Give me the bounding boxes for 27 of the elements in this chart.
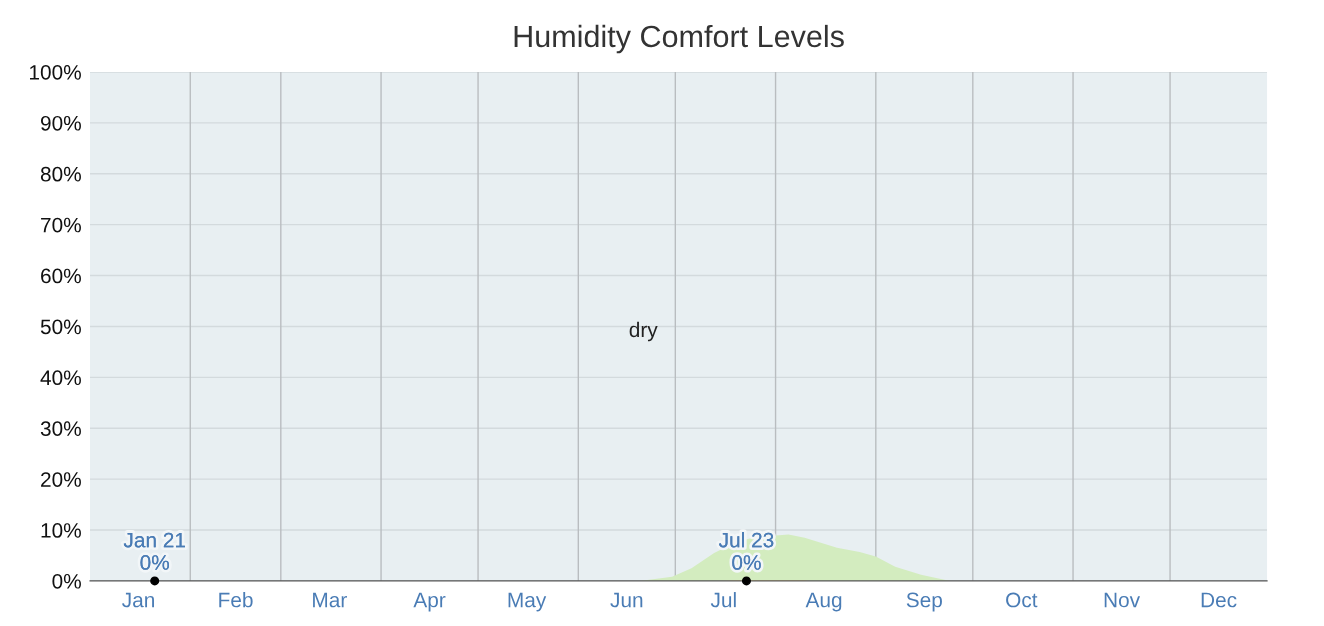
data-label: Jul 23 0% <box>718 532 774 570</box>
y-tick-label: 80% <box>40 166 81 182</box>
x-tick-label: Jul <box>710 592 736 608</box>
y-tick-label: 10% <box>41 523 81 538</box>
y-tick-label: 40% <box>40 370 81 386</box>
data-label: Jan 21 0% <box>123 532 185 570</box>
chart-title: Humidity Comfort Levels <box>514 24 844 54</box>
x-tick-label: Apr <box>413 592 446 612</box>
y-tick-label: 30% <box>40 421 81 436</box>
x-tick-label: Oct <box>1006 592 1038 608</box>
y-tick-label: 50% <box>40 319 81 335</box>
x-tick-label: Jan <box>122 592 154 608</box>
y-tick-label: 100% <box>30 64 81 80</box>
y-tick-label: 60% <box>41 268 81 284</box>
annotation: dry <box>629 321 658 342</box>
x-tick-label: May <box>508 592 547 612</box>
x-tick-label: Feb <box>219 592 253 608</box>
x-tick-label: Nov <box>1104 592 1141 608</box>
x-tick-label: Aug <box>805 592 842 612</box>
y-tick-label: 70% <box>41 217 81 233</box>
x-tick-label: Mar <box>313 592 347 608</box>
y-tick-label: 20% <box>41 472 81 487</box>
x-tick-label: Sep <box>906 592 942 612</box>
x-tick-label: Jun <box>610 592 643 608</box>
x-tick-label: Dec <box>1201 592 1237 608</box>
y-tick-label: 0% <box>52 573 81 589</box>
y-tick-label: 90% <box>40 115 81 131</box>
